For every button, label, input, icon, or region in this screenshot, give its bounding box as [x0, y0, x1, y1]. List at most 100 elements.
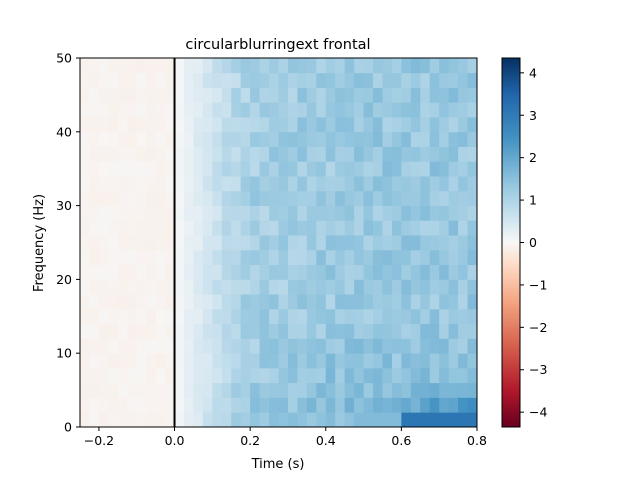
heatmap-cell	[458, 87, 468, 103]
heatmap-cell	[174, 308, 185, 325]
heatmap-cell	[467, 146, 478, 162]
heatmap-cell	[240, 176, 251, 192]
heatmap-cell	[250, 131, 260, 147]
heatmap-cell	[193, 338, 204, 354]
heatmap-cell	[183, 102, 194, 118]
heatmap-cell	[373, 72, 383, 88]
heatmap-cell	[89, 382, 100, 398]
heatmap-cell	[420, 382, 431, 398]
heatmap-cell	[212, 397, 223, 413]
heatmap-cell	[344, 102, 355, 118]
heatmap-cell	[401, 205, 412, 221]
heatmap-cell	[325, 176, 336, 192]
heatmap-cell	[212, 176, 223, 192]
heatmap-cell	[458, 279, 468, 295]
heatmap-cell	[202, 146, 213, 162]
heatmap-cell	[127, 294, 138, 310]
heatmap-cell	[363, 220, 374, 236]
heatmap-cell	[231, 264, 242, 280]
heatmap-cell	[127, 367, 138, 384]
heatmap-cell	[458, 264, 468, 280]
heatmap-cell	[467, 382, 478, 398]
heatmap-cell	[108, 338, 119, 354]
heatmap-cell	[108, 308, 119, 325]
heatmap-cell	[410, 264, 421, 280]
heatmap-cell	[354, 190, 364, 206]
colorbar-tick-label: 0	[529, 235, 537, 250]
heatmap-cell	[287, 235, 298, 251]
heatmap-cell	[240, 161, 251, 177]
heatmap-cell	[136, 382, 147, 398]
heatmap-cell	[80, 264, 90, 280]
heatmap-cell	[467, 235, 478, 251]
heatmap-cell	[117, 279, 128, 295]
heatmap-cell	[439, 176, 450, 192]
heatmap-cell	[221, 412, 232, 428]
heatmap-cell	[306, 102, 317, 118]
heatmap-cell	[146, 220, 157, 236]
heatmap-cell	[325, 205, 336, 221]
heatmap-cell	[335, 264, 346, 280]
heatmap-cell	[221, 72, 232, 88]
heatmap-cell	[410, 161, 421, 177]
heatmap-cell	[458, 58, 468, 74]
heatmap-cell	[420, 131, 431, 147]
heatmap-cell	[429, 353, 440, 369]
heatmap-cell	[354, 72, 364, 88]
heatmap-cell	[287, 323, 298, 339]
heatmap-cell	[373, 58, 383, 74]
heatmap-cell	[420, 338, 431, 354]
heatmap-cell	[117, 353, 128, 369]
heatmap-cell	[174, 412, 185, 428]
heatmap-cell	[240, 146, 251, 162]
heatmap-cell	[373, 220, 383, 236]
heatmap-cell	[278, 58, 289, 74]
heatmap-cell	[259, 102, 270, 118]
heatmap-cell	[287, 279, 298, 295]
heatmap-cell	[373, 338, 383, 354]
heatmap-cell	[127, 412, 138, 428]
heatmap-cell	[202, 161, 213, 177]
heatmap-cell	[458, 367, 468, 384]
heatmap-cell	[136, 338, 147, 354]
heatmap-cell	[108, 205, 119, 221]
heatmap-cell	[89, 87, 100, 103]
heatmap-cell	[335, 412, 346, 428]
heatmap-cell	[439, 58, 450, 74]
heatmap-cell	[344, 87, 355, 103]
heatmap-cell	[458, 176, 468, 192]
heatmap-cell	[439, 279, 450, 295]
heatmap-cell	[420, 353, 431, 369]
heatmap-cell	[136, 58, 147, 74]
heatmap-cell	[401, 323, 412, 339]
heatmap-cell	[287, 382, 298, 398]
heatmap-cell	[183, 308, 194, 325]
heatmap-cell	[146, 190, 157, 206]
heatmap-cell	[325, 190, 336, 206]
heatmap-cell	[240, 205, 251, 221]
heatmap-cell	[373, 353, 383, 369]
heatmap-cell	[89, 131, 100, 147]
heatmap-cell	[429, 146, 440, 162]
heatmap-cell	[165, 235, 175, 251]
heatmap-cell	[212, 72, 223, 88]
heatmap-cell	[373, 367, 383, 384]
heatmap-cell	[325, 220, 336, 236]
heatmap-cell	[287, 131, 298, 147]
heatmap-cell	[448, 397, 459, 413]
heatmap-cell	[259, 176, 270, 192]
heatmap-cell	[193, 146, 204, 162]
heatmap-cell	[448, 353, 459, 369]
heatmap-cell	[420, 308, 431, 325]
heatmap-cell	[136, 249, 147, 266]
heatmap-cell	[467, 176, 478, 192]
heatmap-cell	[202, 367, 213, 384]
heatmap-cell	[202, 382, 213, 398]
heatmap-cell	[401, 397, 412, 413]
heatmap-cell	[89, 249, 100, 266]
heatmap-cell	[297, 397, 308, 413]
heatmap-cell	[250, 176, 260, 192]
heatmap-cell	[363, 412, 374, 428]
heatmap-cell	[269, 205, 279, 221]
heatmap-cell	[212, 161, 223, 177]
